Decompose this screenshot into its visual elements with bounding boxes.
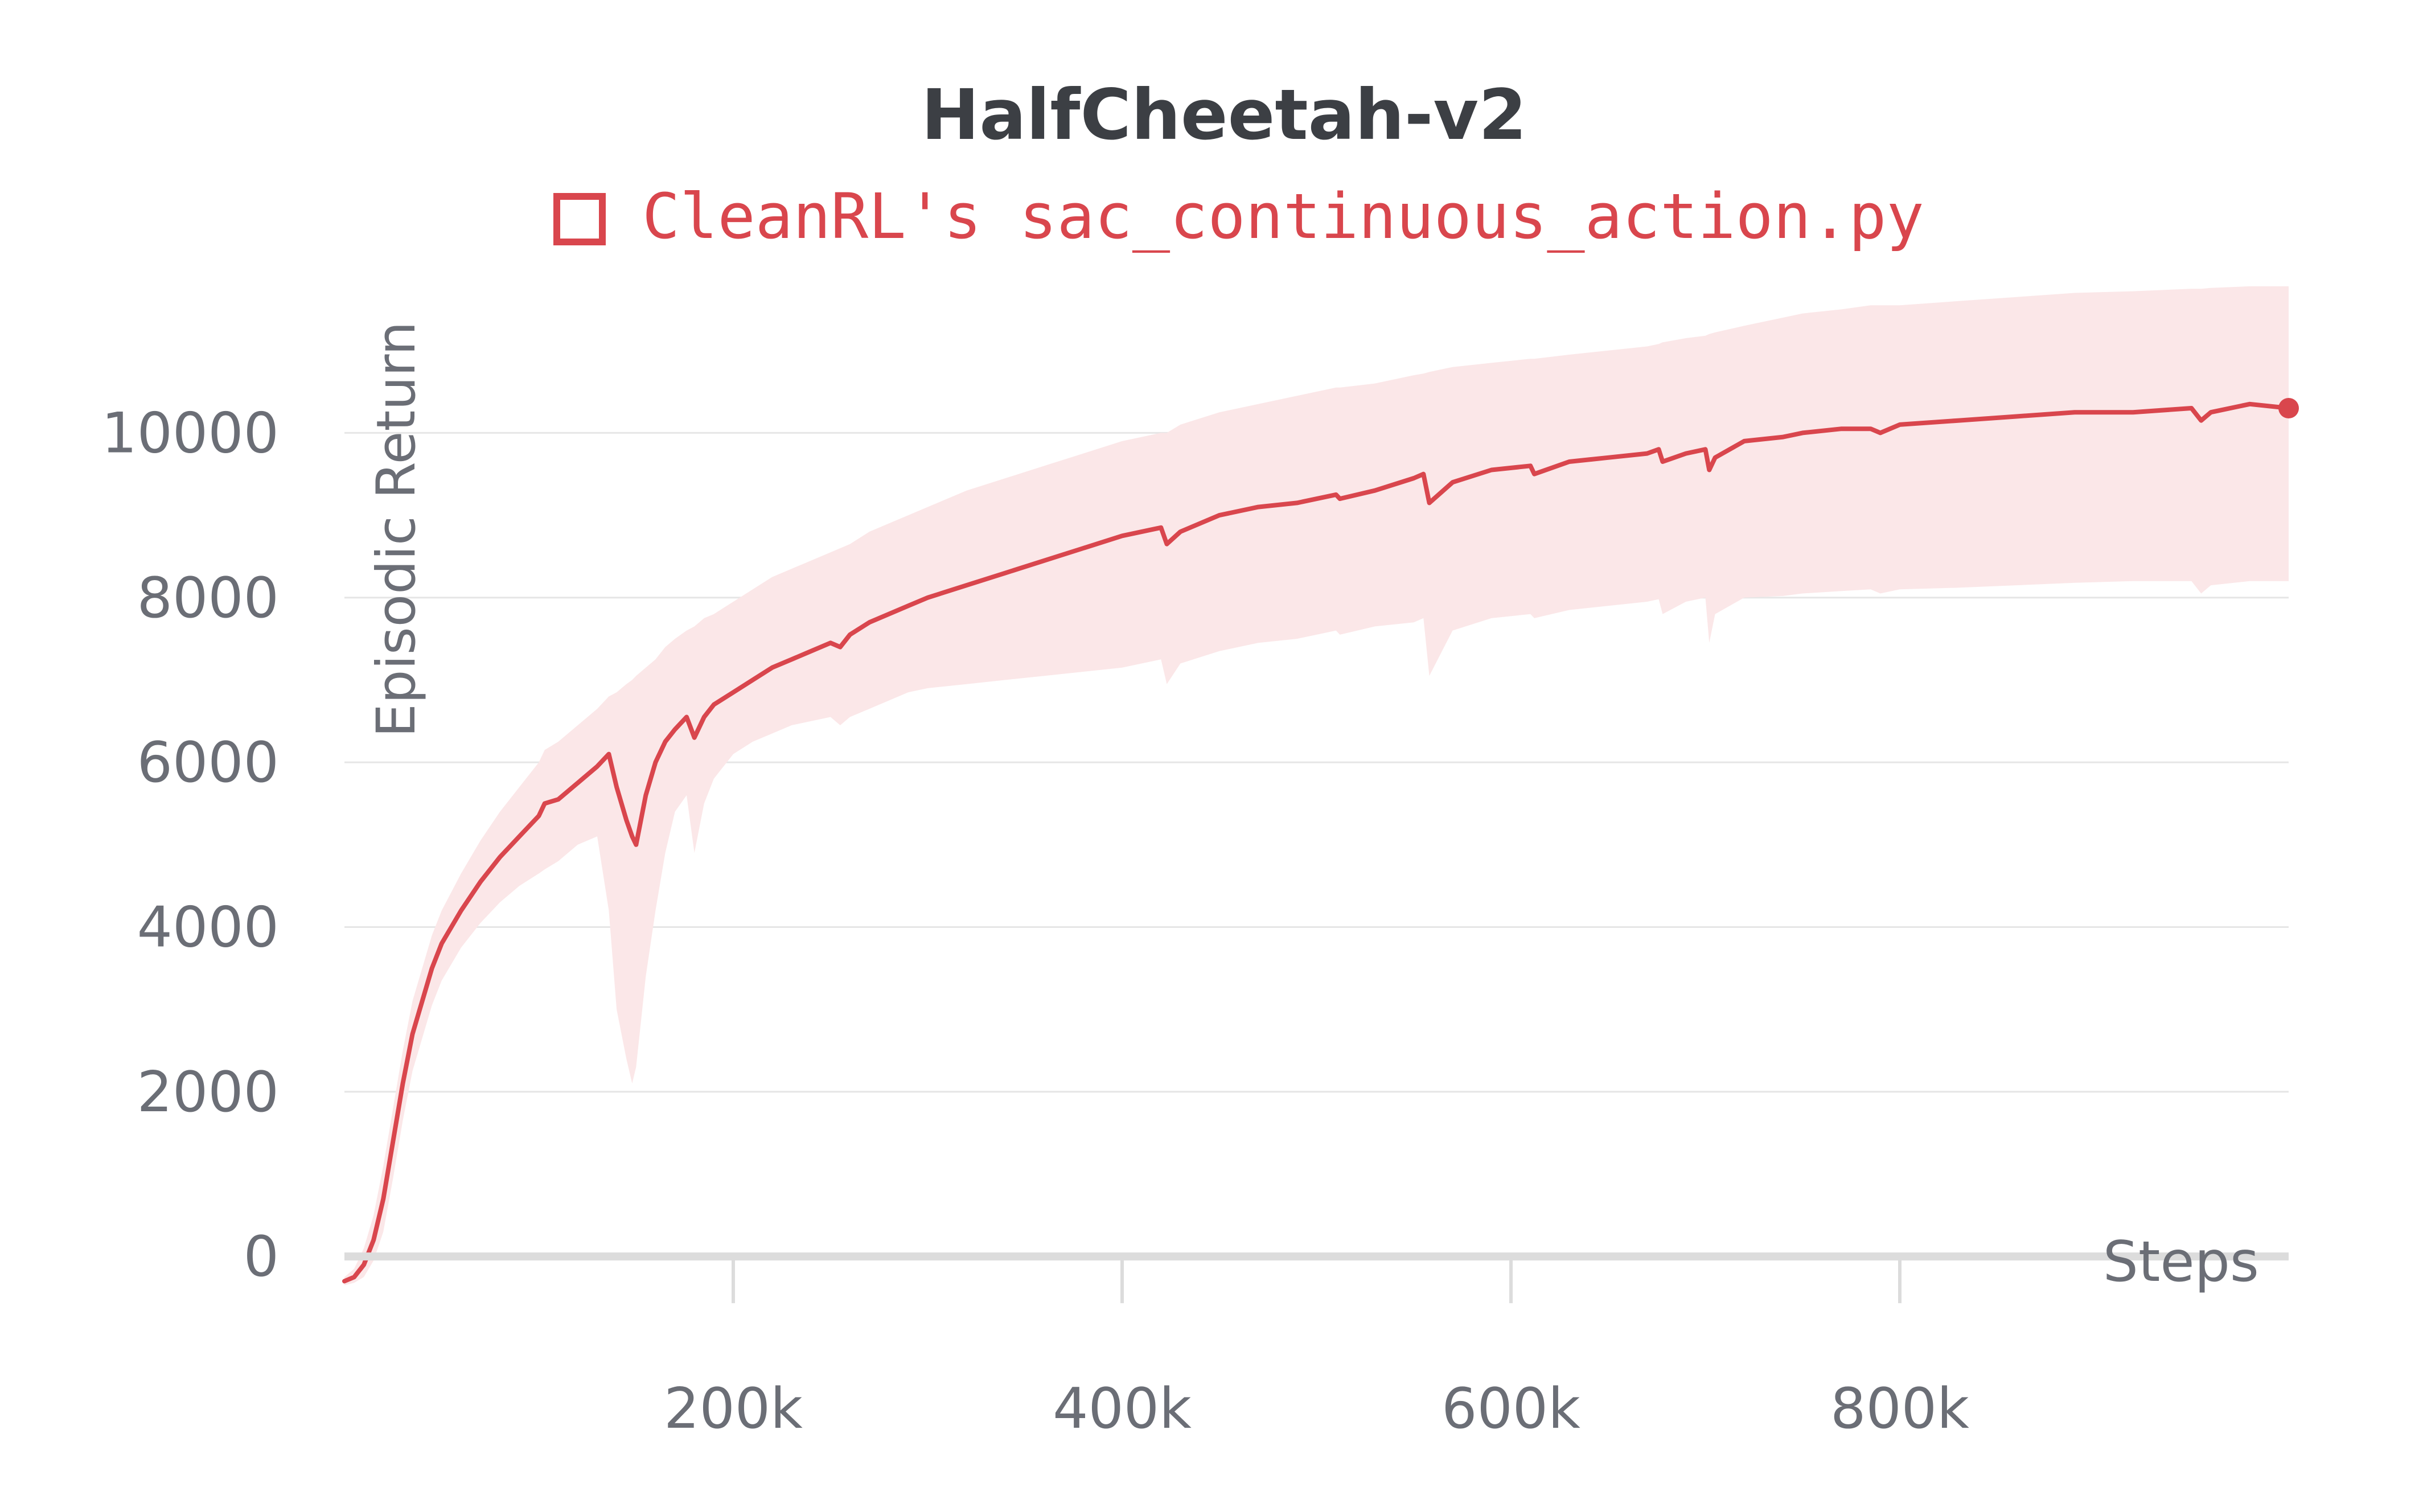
confidence-band (344, 286, 2289, 1285)
y-tick-label: 8000 (137, 566, 279, 631)
legend-label: CleanRL's sac_continuous_action.py (642, 180, 1924, 253)
series-endpoint (2278, 398, 2299, 419)
chart-title: HalfCheetah-v2 (921, 75, 1527, 155)
x-axis-label: Steps (2103, 1230, 2259, 1295)
y-tick-label: 6000 (137, 730, 279, 795)
x-tick-label: 400k (1053, 1377, 1192, 1441)
x-tick-label: 800k (1830, 1377, 1969, 1441)
y-axis-label: Episodic Return (365, 322, 428, 738)
series-line (342, 398, 2299, 1284)
y-tick-label: 2000 (137, 1060, 279, 1125)
legend[interactable]: CleanRL's sac_continuous_action.py (553, 180, 1924, 253)
series-path (342, 401, 2291, 1284)
y-tick-label: 4000 (137, 895, 279, 960)
axes: 200k 400k 600k 800k (344, 1252, 2289, 1441)
y-tick-label: 10000 (101, 401, 279, 466)
x-tick-label: 600k (1442, 1377, 1580, 1441)
band (344, 286, 2289, 1285)
x-tick-label: 200k (664, 1377, 803, 1441)
legend-swatch (553, 193, 606, 245)
y-tick-label: 0 (244, 1225, 279, 1289)
